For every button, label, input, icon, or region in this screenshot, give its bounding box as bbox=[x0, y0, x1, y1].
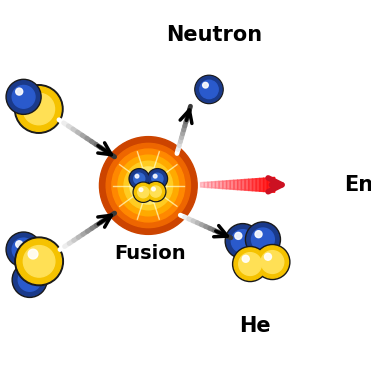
Circle shape bbox=[196, 76, 222, 102]
Text: En: En bbox=[344, 175, 371, 195]
Circle shape bbox=[261, 251, 284, 273]
Circle shape bbox=[138, 187, 149, 198]
Circle shape bbox=[7, 81, 40, 113]
Circle shape bbox=[12, 85, 35, 108]
Polygon shape bbox=[223, 181, 227, 189]
Circle shape bbox=[118, 155, 179, 216]
Circle shape bbox=[139, 188, 143, 191]
Circle shape bbox=[152, 173, 163, 184]
Circle shape bbox=[239, 253, 262, 275]
Circle shape bbox=[146, 181, 166, 202]
Polygon shape bbox=[230, 180, 234, 189]
Circle shape bbox=[18, 269, 41, 291]
Text: Fusion: Fusion bbox=[114, 244, 186, 263]
Polygon shape bbox=[245, 179, 249, 190]
Circle shape bbox=[6, 232, 41, 267]
Polygon shape bbox=[253, 179, 256, 191]
Circle shape bbox=[247, 223, 279, 256]
Circle shape bbox=[242, 255, 249, 262]
Polygon shape bbox=[242, 180, 245, 190]
Polygon shape bbox=[208, 182, 212, 188]
Circle shape bbox=[112, 149, 185, 222]
Polygon shape bbox=[204, 182, 208, 188]
Circle shape bbox=[153, 174, 157, 178]
Circle shape bbox=[12, 238, 35, 261]
Circle shape bbox=[134, 173, 145, 184]
Polygon shape bbox=[260, 178, 264, 191]
Circle shape bbox=[227, 225, 259, 257]
Circle shape bbox=[23, 93, 55, 125]
Circle shape bbox=[99, 137, 197, 234]
Circle shape bbox=[252, 228, 274, 251]
Circle shape bbox=[139, 177, 157, 194]
Circle shape bbox=[134, 183, 152, 201]
Circle shape bbox=[152, 187, 155, 191]
Circle shape bbox=[147, 169, 168, 189]
Circle shape bbox=[124, 161, 173, 210]
Circle shape bbox=[16, 241, 23, 248]
Circle shape bbox=[148, 170, 166, 188]
Polygon shape bbox=[238, 180, 242, 190]
Circle shape bbox=[14, 85, 63, 133]
Polygon shape bbox=[216, 181, 219, 188]
Circle shape bbox=[28, 249, 38, 259]
Circle shape bbox=[195, 75, 223, 104]
Circle shape bbox=[133, 182, 153, 202]
Text: He: He bbox=[239, 315, 270, 335]
Circle shape bbox=[106, 143, 190, 228]
Circle shape bbox=[256, 246, 289, 278]
Polygon shape bbox=[264, 178, 267, 192]
Polygon shape bbox=[201, 182, 204, 187]
Circle shape bbox=[7, 233, 40, 266]
Circle shape bbox=[130, 167, 167, 204]
Circle shape bbox=[28, 97, 37, 106]
Circle shape bbox=[15, 237, 63, 286]
Circle shape bbox=[265, 253, 272, 260]
Circle shape bbox=[23, 246, 55, 277]
Text: Neutron: Neutron bbox=[166, 25, 262, 45]
Circle shape bbox=[150, 186, 161, 197]
Circle shape bbox=[235, 232, 242, 239]
Circle shape bbox=[255, 244, 290, 279]
Circle shape bbox=[231, 230, 254, 253]
Circle shape bbox=[16, 88, 23, 95]
Circle shape bbox=[135, 174, 139, 178]
Circle shape bbox=[225, 224, 260, 259]
Circle shape bbox=[203, 82, 208, 88]
Circle shape bbox=[147, 183, 165, 200]
Circle shape bbox=[234, 248, 266, 280]
Circle shape bbox=[233, 246, 267, 282]
Polygon shape bbox=[256, 178, 260, 191]
Circle shape bbox=[12, 262, 47, 298]
Circle shape bbox=[6, 79, 41, 114]
Polygon shape bbox=[249, 179, 253, 191]
Circle shape bbox=[200, 80, 218, 99]
Polygon shape bbox=[227, 181, 230, 189]
Circle shape bbox=[129, 169, 150, 189]
Circle shape bbox=[13, 264, 46, 296]
Circle shape bbox=[17, 239, 62, 284]
Polygon shape bbox=[234, 180, 238, 190]
Polygon shape bbox=[271, 177, 275, 192]
Circle shape bbox=[130, 170, 148, 188]
Circle shape bbox=[22, 271, 29, 278]
Circle shape bbox=[16, 87, 61, 131]
Circle shape bbox=[255, 231, 262, 238]
Polygon shape bbox=[212, 181, 216, 188]
Polygon shape bbox=[219, 181, 223, 188]
Circle shape bbox=[245, 222, 280, 257]
Circle shape bbox=[135, 172, 162, 199]
Polygon shape bbox=[267, 178, 271, 192]
